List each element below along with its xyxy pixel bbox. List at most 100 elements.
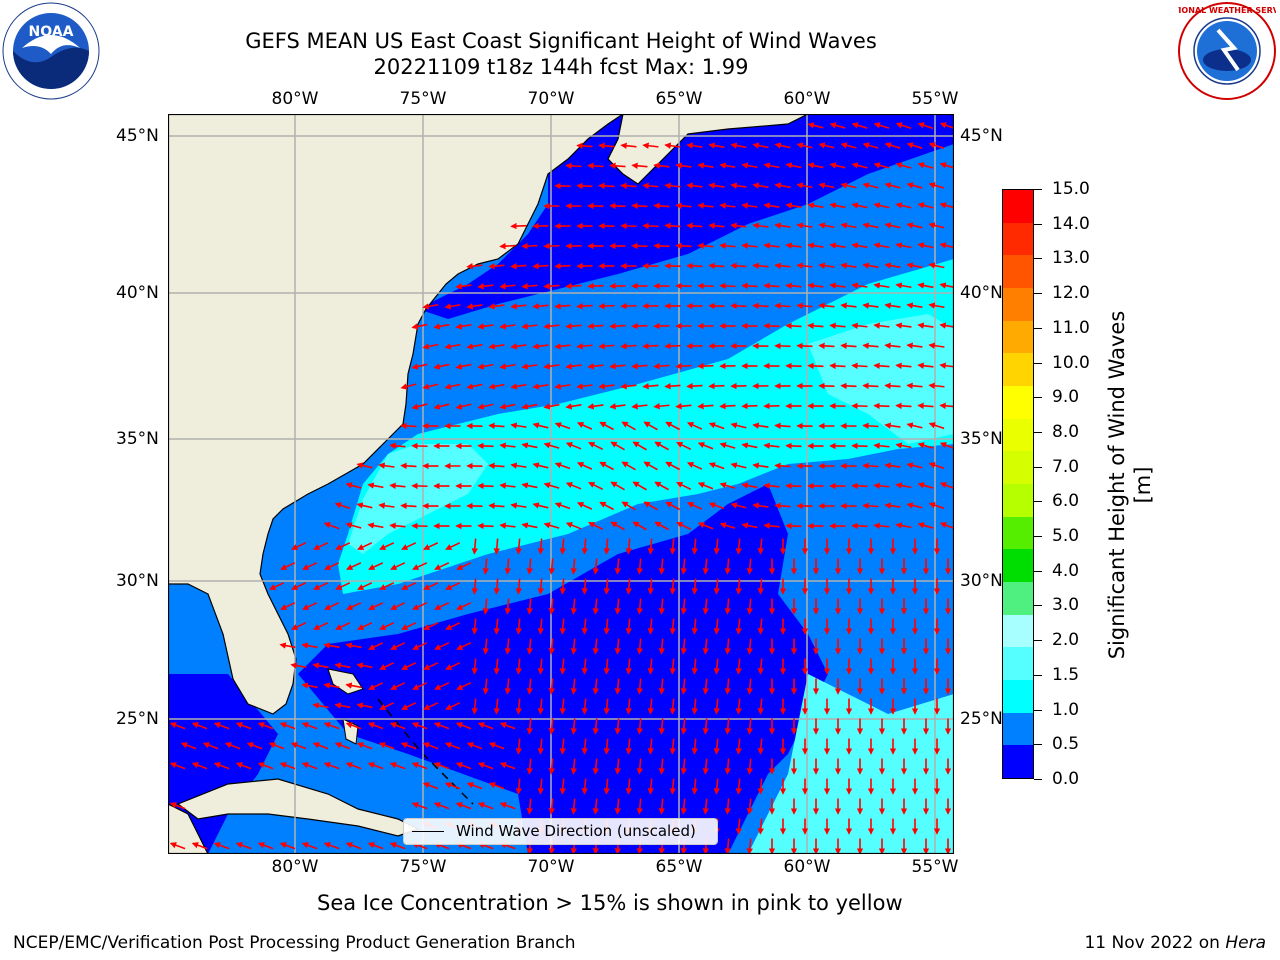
wind-wave-arrow — [658, 798, 665, 815]
wind-wave-arrow — [713, 538, 720, 555]
wind-wave-arrow — [620, 302, 637, 310]
wind-wave-arrow — [543, 282, 560, 290]
colorbar-tick-label: 6.0 — [1052, 491, 1080, 512]
wind-wave-arrow — [477, 522, 494, 530]
wind-wave-arrow — [757, 698, 764, 715]
wind-wave-arrow — [636, 598, 643, 615]
wind-wave-arrow — [851, 242, 868, 249]
wind-wave-arrow — [576, 343, 593, 350]
wind-wave-arrow — [515, 658, 522, 675]
wind-wave-arrow — [570, 558, 577, 575]
wind-wave-arrow — [895, 362, 912, 369]
wind-wave-arrow — [697, 402, 714, 410]
wind-wave-arrow — [741, 202, 758, 209]
wind-wave-arrow — [565, 162, 582, 170]
footer-date: 11 Nov 2022 on — [1084, 933, 1226, 953]
wind-wave-arrow — [279, 642, 296, 649]
wind-wave-arrow — [504, 558, 511, 575]
wind-wave-arrow — [411, 762, 428, 770]
wind-wave-arrow — [576, 383, 593, 390]
wind-wave-arrow — [917, 482, 934, 489]
wind-wave-arrow — [422, 383, 439, 390]
wind-wave-arrow — [493, 658, 500, 675]
wind-wave-arrow — [653, 403, 670, 410]
noaa-logo-text: NOAA — [29, 24, 74, 40]
wind-wave-arrow — [412, 602, 428, 610]
wind-wave-arrow — [456, 682, 472, 690]
colorbar-tick-mark — [1034, 223, 1042, 225]
wind-wave-arrow — [752, 422, 769, 429]
wind-wave-arrow — [724, 838, 731, 854]
wind-wave-arrow — [433, 323, 450, 330]
wind-wave-arrow — [488, 422, 505, 430]
wind-wave-arrow — [741, 442, 758, 449]
wind-wave-arrow — [757, 578, 764, 595]
wind-wave-arrow — [614, 678, 621, 695]
colorbar-tick-label: 1.0 — [1052, 699, 1080, 720]
wind-wave-arrow — [647, 538, 654, 555]
wind-wave-arrow — [301, 682, 318, 689]
wind-wave-arrow — [741, 482, 758, 489]
wind-wave-arrow — [537, 578, 544, 595]
wind-wave-arrow — [537, 658, 544, 675]
lat-label-left: 45°N — [116, 126, 159, 146]
wind-wave-arrow — [647, 578, 654, 595]
wind-wave-arrow — [895, 522, 912, 529]
colorbar-tick-mark — [1034, 362, 1042, 364]
wind-wave-arrow — [433, 722, 450, 730]
wind-wave-arrow — [763, 162, 780, 169]
wind-wave-arrow — [587, 403, 604, 410]
wind-wave-arrow — [389, 442, 406, 449]
wind-wave-arrow — [499, 482, 516, 489]
wind-wave-arrow — [367, 722, 384, 730]
wind-wave-arrow — [510, 502, 527, 509]
colorbar-tick-label: 5.0 — [1052, 526, 1080, 547]
wind-wave-arrow — [702, 558, 709, 575]
wind-wave-arrow — [268, 742, 285, 750]
wind-wave-arrow — [884, 382, 901, 390]
wind-wave-arrow — [840, 222, 857, 229]
wind-wave-arrow — [510, 222, 527, 230]
lon-label-bottom: 65°W — [655, 857, 703, 877]
wind-wave-arrow — [400, 502, 417, 510]
wind-wave-arrow — [537, 738, 544, 755]
wind-wave-arrow — [603, 698, 610, 715]
wind-wave-arrow — [433, 403, 450, 410]
wind-wave-arrow — [482, 638, 489, 655]
wind-wave-arrow — [515, 698, 522, 715]
wind-wave-arrow — [456, 562, 472, 570]
wind-wave-arrow — [356, 742, 373, 750]
wind-wave-arrow — [323, 762, 340, 770]
wind-wave-arrow — [488, 742, 505, 750]
wind-wave-arrow — [610, 441, 625, 451]
wind-wave-arrow — [554, 462, 571, 470]
wind-wave-arrow — [510, 343, 527, 350]
wind-wave-arrow — [401, 582, 417, 590]
wind-wave-arrow — [499, 762, 516, 770]
colorbar-tick-mark — [1034, 327, 1042, 329]
wind-wave-arrow — [873, 282, 890, 289]
wind-wave-arrow — [444, 782, 461, 790]
wind-wave-arrow — [400, 742, 417, 750]
wind-wave-arrow — [658, 678, 665, 695]
wind-wave-arrow — [658, 758, 665, 775]
wind-wave-arrow — [614, 598, 621, 615]
wind-wave-arrow — [719, 522, 736, 529]
wind-wave-arrow — [676, 441, 692, 451]
wind-wave-arrow — [389, 482, 406, 489]
wind-wave-arrow — [592, 798, 599, 815]
wind-wave-arrow — [873, 322, 890, 329]
wind-wave-arrow — [697, 242, 714, 250]
wind-wave-arrow — [290, 662, 307, 669]
wind-wave-arrow — [917, 402, 934, 410]
wind-wave-arrow — [840, 302, 857, 309]
wind-wave-arrow — [730, 142, 747, 149]
wind-wave-arrow — [625, 578, 632, 595]
wind-wave-arrow — [499, 802, 516, 810]
wind-wave-arrow — [686, 502, 703, 510]
wind-wave-arrow — [647, 778, 654, 795]
lat-label-right: 40°N — [960, 283, 1003, 303]
wind-wave-arrow — [757, 738, 764, 755]
wind-wave-arrow — [335, 622, 351, 630]
legend-line-icon — [412, 831, 444, 832]
